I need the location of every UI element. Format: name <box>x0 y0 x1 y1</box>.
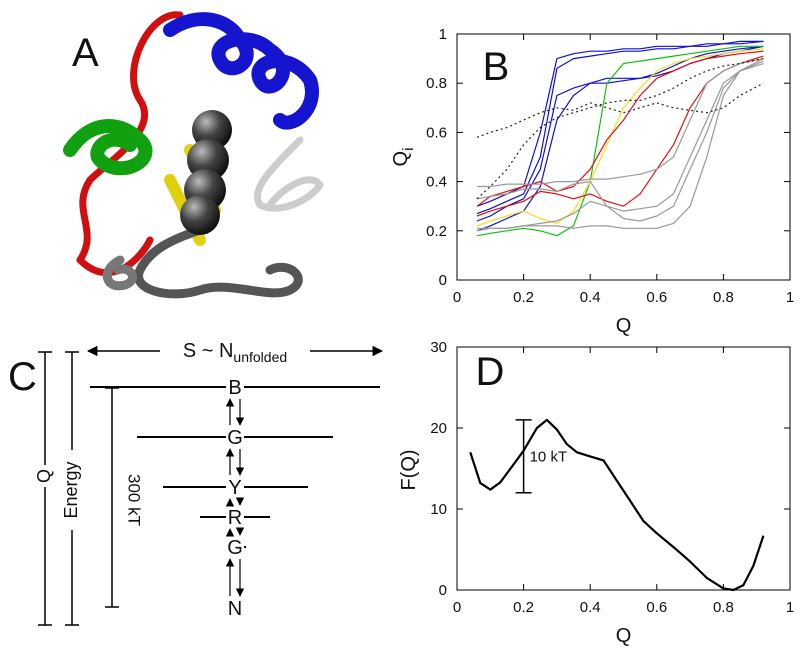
label-background <box>226 426 244 448</box>
label-background <box>226 506 244 528</box>
x-axis-label: Q <box>616 315 632 337</box>
x-tick-label: 0.8 <box>713 289 734 306</box>
data-line <box>476 82 764 138</box>
level-label: G <box>227 427 243 449</box>
level-label: R <box>228 507 242 529</box>
data-line <box>477 58 764 188</box>
data-line <box>476 62 764 232</box>
y-tick-label: 30 <box>430 339 447 356</box>
x-tick-label: 0 <box>453 289 461 306</box>
x-tick-label: 0.4 <box>580 599 601 616</box>
x-axis-label: Q <box>616 625 632 647</box>
scale-label: 300 kT <box>125 474 144 526</box>
annotation: 10 kT <box>530 448 568 465</box>
data-line <box>476 58 764 212</box>
label-background <box>226 536 244 558</box>
level-label: N <box>228 598 242 620</box>
x-tick-label: 1 <box>786 289 794 306</box>
data-line <box>476 58 764 200</box>
x-tick-label: 0.8 <box>713 599 734 616</box>
data-line <box>476 45 764 232</box>
panel-letter: B <box>483 45 510 89</box>
data-line <box>476 55 764 217</box>
y-tick-label: 0 <box>439 272 447 289</box>
data-line <box>476 40 764 215</box>
data-line <box>476 48 764 227</box>
panel-letter: D <box>476 350 505 394</box>
data-line <box>476 45 764 237</box>
x-tick-label: 0.2 <box>513 599 534 616</box>
y-axis-label: F(Q) <box>398 449 420 490</box>
plot-frame <box>456 33 791 281</box>
entropy-subscript: unfolded <box>233 349 287 365</box>
data-line <box>477 60 764 229</box>
x-tick-label: 0.4 <box>580 289 601 306</box>
y-axis-text: Q <box>390 151 412 167</box>
y-tick-label: 10 <box>430 501 447 518</box>
data-line <box>476 45 764 222</box>
panel-letter: C <box>8 355 37 399</box>
data-line <box>476 50 764 207</box>
q-label: Q <box>34 469 54 483</box>
x-tick-label: 0.6 <box>646 289 667 306</box>
level-label: B <box>228 377 241 399</box>
energy-label: Energy <box>61 461 81 518</box>
level-label: G <box>227 537 243 559</box>
x-tick-label: 1 <box>786 599 794 616</box>
label-background <box>226 376 244 398</box>
protein-image <box>63 11 324 299</box>
y-tick-label: 0.2 <box>426 223 447 240</box>
x-tick-label: 0.6 <box>646 599 667 616</box>
y-axis-subscript: i <box>400 148 417 151</box>
y-tick-label: 0.4 <box>426 174 447 191</box>
label-background <box>226 597 244 619</box>
panel-letter: A <box>72 31 99 75</box>
entropy-label: S ~ Nunfolded <box>183 340 287 365</box>
y-tick-label: 0 <box>439 582 447 599</box>
level-label: Y <box>228 477 241 499</box>
x-tick-label: 0 <box>453 599 461 616</box>
entropy-text: S ~ N <box>183 340 234 362</box>
data-line <box>469 418 765 592</box>
bracket-lines <box>38 351 119 626</box>
label-background <box>160 338 310 364</box>
x-tick-label: 0.2 <box>513 289 534 306</box>
y-tick-label: 20 <box>430 420 447 437</box>
label-background <box>226 476 244 498</box>
y-axis-label: Qi <box>390 148 417 167</box>
y-tick-label: 1 <box>439 26 447 43</box>
plot-frame <box>456 346 791 591</box>
y-tick-label: 0.6 <box>426 124 447 141</box>
y-tick-label: 0.8 <box>426 75 447 92</box>
